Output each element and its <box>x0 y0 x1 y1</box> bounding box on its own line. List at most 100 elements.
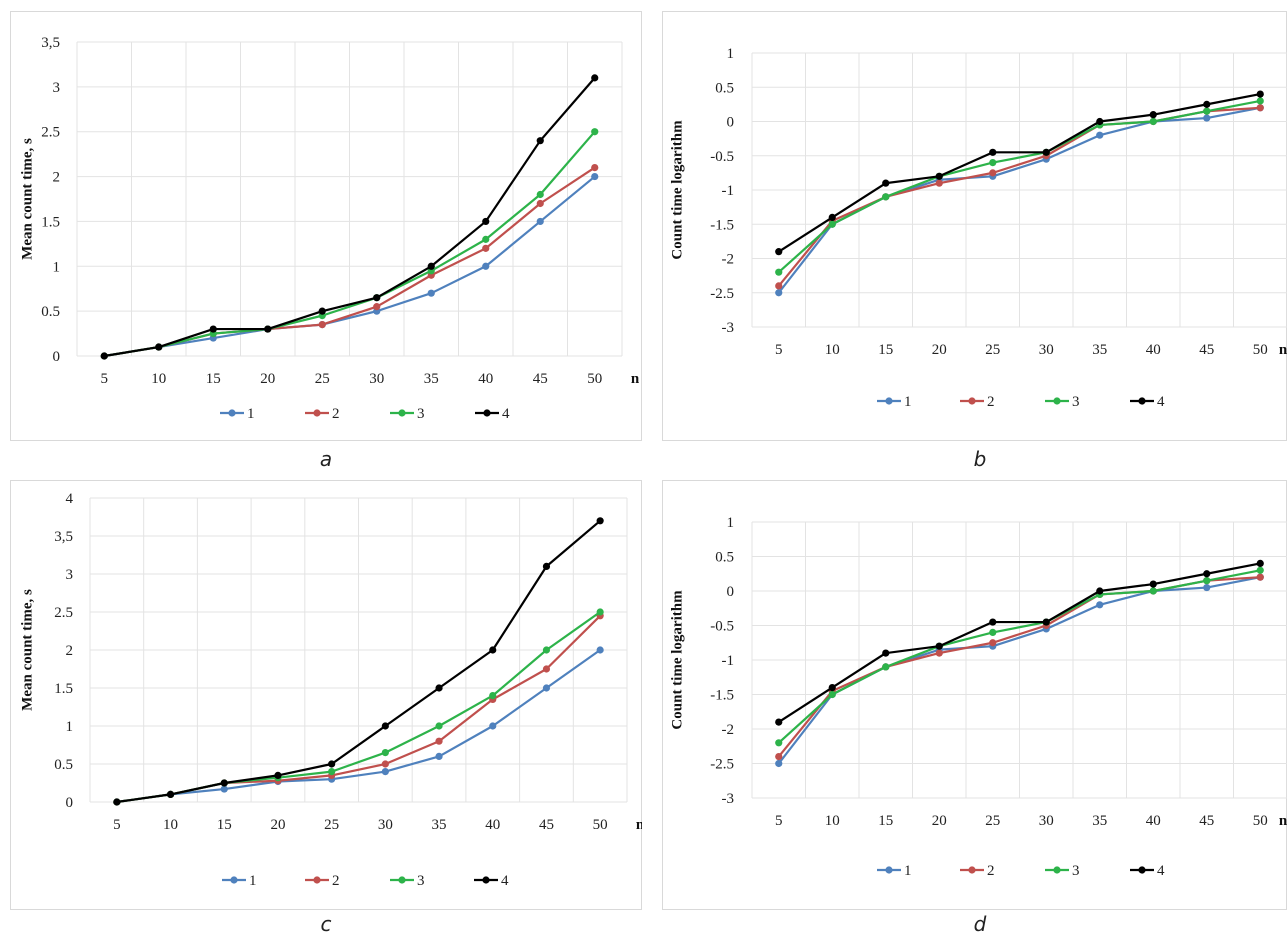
y-tick-label: 0.5 <box>715 80 734 96</box>
x-tick-label: 45 <box>539 817 554 833</box>
y-tick-label: 0 <box>727 584 735 600</box>
y-tick-label: 4 <box>66 491 74 507</box>
legend-label-3: 3 <box>1072 394 1080 410</box>
legend-marker-4 <box>1138 866 1146 874</box>
data-point-series-1 <box>482 262 490 270</box>
y-tick-label: 2.5 <box>41 125 60 141</box>
x-tick-label: 25 <box>985 813 1000 829</box>
y-tick-label: 2.5 <box>54 605 73 621</box>
legend-label-2: 2 <box>332 406 340 422</box>
x-tick-label: 5 <box>775 813 783 829</box>
x-tick-label: 10 <box>163 817 178 833</box>
data-point-series-1 <box>1203 114 1211 122</box>
data-point-series-4 <box>220 779 228 787</box>
data-point-series-4 <box>775 718 783 726</box>
series-line-3 <box>778 99 1261 274</box>
y-axis-label: Count time logarithm <box>669 590 685 730</box>
caption-d: d <box>973 912 987 936</box>
x-tick-label: 25 <box>324 817 339 833</box>
legend-label-4: 4 <box>501 873 509 889</box>
y-tick-label: 2 <box>53 170 61 186</box>
y-tick-label: 3,5 <box>41 35 60 51</box>
x-axis-label: n <box>1279 813 1287 829</box>
data-point-series-3 <box>1149 587 1157 595</box>
y-tick-label: -2 <box>722 722 735 738</box>
data-point-series-2 <box>482 244 490 252</box>
x-tick-label: 10 <box>825 813 840 829</box>
series-line-1 <box>116 649 601 804</box>
x-tick-label: 5 <box>775 342 783 358</box>
x-tick-label: 15 <box>878 813 893 829</box>
data-point-series-1 <box>1096 131 1104 139</box>
x-tick-label: 20 <box>270 817 285 833</box>
legend-marker-4 <box>482 876 490 884</box>
legend-marker-1 <box>228 409 236 417</box>
y-tick-label: 3,5 <box>54 529 73 545</box>
x-tick-label: 20 <box>260 371 275 387</box>
data-point-series-2 <box>775 753 783 761</box>
data-point-series-2 <box>775 282 783 290</box>
legend-label-1: 1 <box>247 406 255 422</box>
data-point-series-1 <box>220 785 228 793</box>
legend-marker-3 <box>1053 866 1061 874</box>
x-tick-label: 35 <box>424 371 439 387</box>
data-point-series-2 <box>536 199 544 208</box>
legend-marker-1 <box>230 876 238 884</box>
data-point-series-4 <box>100 352 108 360</box>
series-line-4 <box>104 77 596 358</box>
data-point-series-4 <box>1203 570 1211 578</box>
chart-frame-a <box>10 11 642 441</box>
x-tick-label: 50 <box>1253 813 1268 829</box>
x-tick-label: 5 <box>101 371 109 387</box>
data-point-series-4 <box>209 325 217 333</box>
x-tick-label: 50 <box>1253 342 1268 358</box>
data-point-series-4 <box>935 642 943 650</box>
data-point-series-1 <box>435 752 443 760</box>
data-point-series-4 <box>264 325 272 333</box>
data-point-series-4 <box>274 771 282 779</box>
y-axis-label: Mean count time, s <box>19 589 35 711</box>
data-point-series-4 <box>1042 618 1050 626</box>
chart-frame-b <box>662 11 1287 441</box>
x-tick-label: 10 <box>151 371 166 387</box>
data-point-series-4 <box>489 646 497 654</box>
x-tick-label: 35 <box>1092 342 1107 358</box>
series-line-4 <box>116 519 601 804</box>
y-tick-label: -1.5 <box>710 217 734 233</box>
data-point-series-4 <box>113 798 121 806</box>
x-tick-label: 40 <box>478 371 493 387</box>
legend-marker-4 <box>1138 397 1146 405</box>
data-point-series-2 <box>542 665 551 673</box>
legend-label-2: 2 <box>987 394 995 410</box>
data-point-series-3 <box>1256 566 1264 574</box>
series-line-4 <box>778 562 1261 724</box>
data-point-series-1 <box>542 684 551 692</box>
data-point-series-3 <box>828 690 836 699</box>
data-point-series-2 <box>373 303 381 311</box>
data-point-series-3 <box>536 190 544 199</box>
y-tick-label: -1.5 <box>710 688 734 704</box>
y-tick-label: 0 <box>727 115 735 131</box>
data-point-series-2 <box>935 179 943 187</box>
line-chart-d: -3-2.5-2-1.5-1-0.500.515 10 15 20 25 30 35 40 45… <box>669 515 1287 879</box>
x-tick-label: 10 <box>825 342 840 358</box>
legend-marker-1 <box>885 397 893 405</box>
data-point-series-2 <box>989 169 997 177</box>
series-line-4 <box>778 93 1261 253</box>
data-point-series-1 <box>1096 601 1104 609</box>
data-point-series-4 <box>318 307 326 315</box>
y-tick-label: -1 <box>722 183 735 199</box>
data-point-series-3 <box>882 663 890 671</box>
data-point-series-4 <box>536 137 544 145</box>
x-tick-label: 15 <box>206 371 221 387</box>
data-point-series-3 <box>591 128 599 136</box>
y-tick-label: 0.5 <box>54 757 73 773</box>
x-tick-label: 30 <box>378 817 393 833</box>
legend-label-4: 4 <box>1157 863 1165 879</box>
y-tick-label: -2.5 <box>710 757 734 773</box>
x-tick-label: 30 <box>1039 813 1054 829</box>
data-point-series-3 <box>989 159 997 167</box>
data-point-series-3 <box>482 235 490 243</box>
data-point-series-3 <box>328 768 336 776</box>
legend-marker-3 <box>398 876 406 884</box>
